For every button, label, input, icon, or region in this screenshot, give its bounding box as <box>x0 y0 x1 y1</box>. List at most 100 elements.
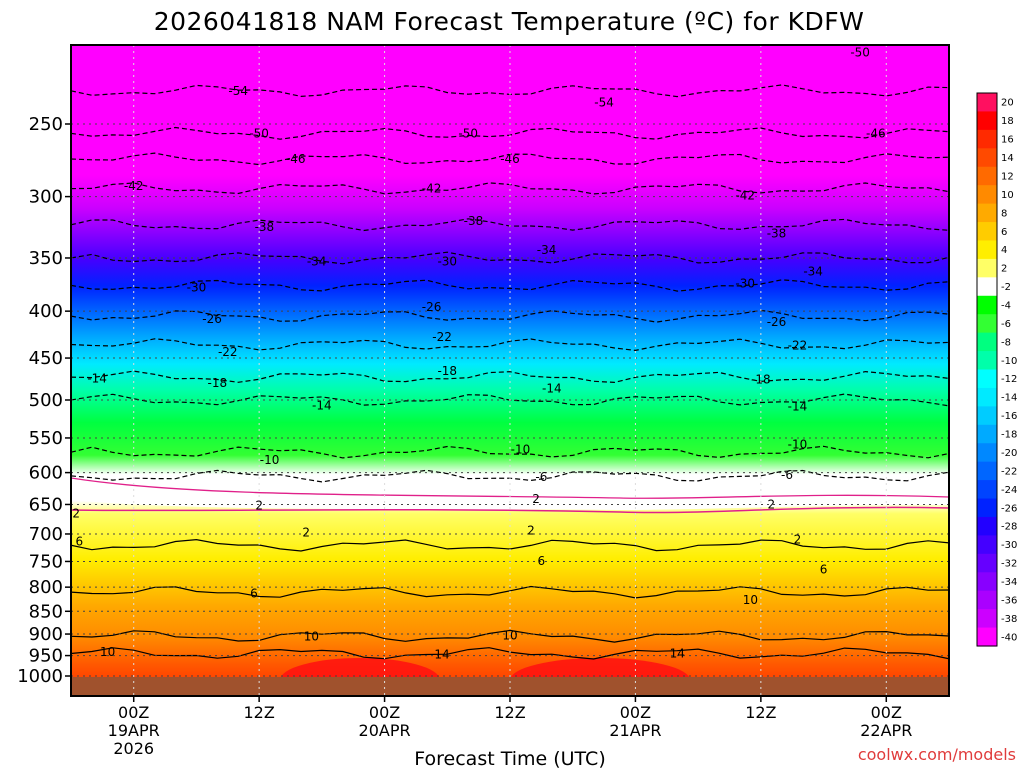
contour-label: -10 <box>511 442 531 456</box>
y-tick-label: 250 <box>29 114 63 135</box>
colorbar-label: 14 <box>1001 153 1014 164</box>
isotherm-line <box>71 585 949 599</box>
contour-label: -34 <box>537 243 557 257</box>
y-tick-label: 600 <box>29 463 63 484</box>
contour-label: -22 <box>218 345 238 359</box>
y-tick-label: 950 <box>29 646 63 667</box>
y-tick-label: 450 <box>29 348 63 369</box>
contour-label: -14 <box>542 382 562 396</box>
contour-label: -22 <box>788 338 808 352</box>
plot-area: -50 -54 -54 -50 -50 -46 -46 -46 -42 -42 -42 -38 -38 -… <box>71 45 949 696</box>
contour-label: -30 <box>735 276 755 290</box>
contour-label: -50 <box>458 126 478 140</box>
contour-label: -54 <box>594 96 614 110</box>
contour-label: -6 <box>535 470 547 484</box>
colorbar-swatch <box>977 93 997 113</box>
contour-label: 6 <box>76 534 84 548</box>
freezing-band <box>71 485 949 510</box>
colorbar-label: -18 <box>1001 430 1017 441</box>
contour-label: -14 <box>312 399 332 413</box>
y-tick-label: 300 <box>29 187 63 208</box>
contour-label: -42 <box>422 182 442 196</box>
x-tick-label: 12Z <box>243 703 274 722</box>
colorbar-swatch <box>977 516 997 536</box>
y-tick-label: 500 <box>29 390 63 411</box>
y-tick-label: 700 <box>29 524 63 545</box>
contour-label: -34 <box>307 254 327 268</box>
contour-label: -18 <box>751 373 771 387</box>
contour-label: -38 <box>464 214 484 228</box>
contour-label: -50 <box>249 126 269 140</box>
contour-label: -26 <box>422 300 442 314</box>
contour-label: -26 <box>767 315 787 329</box>
isotherm-line <box>71 309 949 323</box>
x-tick-label: 12Z <box>745 703 776 722</box>
x-tick-label: 00Z <box>620 703 651 722</box>
contour-label: 2 <box>767 497 775 511</box>
contour-label: -46 <box>286 152 306 166</box>
colorbar-swatch <box>977 240 997 260</box>
colorbar-label: 4 <box>1001 245 1007 256</box>
credit-text: coolwx.com/models <box>858 745 1016 764</box>
contour-labels: -50 -54 -54 -50 -50 -46 -46 -46 -42 -42 -42 -38 -38 -… <box>72 46 885 662</box>
colorbar-label: -22 <box>1001 466 1017 477</box>
contour-label: 2 <box>794 533 802 547</box>
y-tick-label: 550 <box>29 428 63 449</box>
colorbar-swatch <box>977 480 997 500</box>
x-tick-label: 22APR <box>860 721 912 740</box>
y-axis: 2503003504004505005506006507007508008509… <box>17 114 71 687</box>
colorbar-label: -30 <box>1001 540 1017 551</box>
colorbar-swatch <box>977 424 997 444</box>
contour-label: -18 <box>437 364 457 378</box>
zero-degree-line <box>71 506 949 514</box>
isotherm-line <box>71 338 949 352</box>
contour-label: -30 <box>187 281 207 295</box>
isotherm-line <box>71 629 949 643</box>
colorbar-swatch <box>977 443 997 463</box>
colorbar-swatch <box>977 369 997 389</box>
contour-label: -42 <box>124 179 144 193</box>
contour-label: 2 <box>255 499 263 513</box>
contour-label: 6 <box>538 554 546 568</box>
contour-label: 2 <box>302 525 310 539</box>
colorbar-label: -28 <box>1001 522 1017 533</box>
colorbar-label: 16 <box>1001 135 1014 146</box>
colorbar-swatch <box>977 535 997 555</box>
isotherm-line <box>71 251 949 265</box>
x-axis-label: Forecast Time (UTC) <box>414 748 605 768</box>
colorbar-label: -38 <box>1001 614 1017 625</box>
colorbar-swatch <box>977 222 997 242</box>
contour-label: -54 <box>228 84 248 98</box>
colorbar-swatch <box>977 129 997 149</box>
colorbar-swatch <box>977 609 997 629</box>
contour-label: 6 <box>250 587 258 601</box>
colorbar-swatch <box>977 166 997 186</box>
x-tick-label: 00Z <box>369 703 400 722</box>
colorbar-label: -32 <box>1001 559 1017 570</box>
colorbar-swatch <box>977 203 997 223</box>
colorbar-label: -40 <box>1001 632 1017 643</box>
y-tick-label: 800 <box>29 577 63 598</box>
contour-label: -30 <box>437 254 457 268</box>
contour-label: -34 <box>803 264 823 278</box>
y-tick-label: 850 <box>29 601 63 622</box>
colorbar-label: 12 <box>1001 171 1014 182</box>
isotherm-line <box>71 370 949 384</box>
contour-label: 14 <box>434 648 449 662</box>
contour-label: -6 <box>781 468 793 482</box>
x-tick-label: 00Z <box>871 703 902 722</box>
colorbar-swatch <box>977 148 997 168</box>
colorbar-swatch <box>977 387 997 407</box>
x-tick-label: 21APR <box>609 721 661 740</box>
contour-label: -18 <box>208 376 228 390</box>
contour-label: 10 <box>304 630 319 644</box>
x-tick-label: 19APR <box>108 721 160 740</box>
colorbar-label: -4 <box>1001 300 1011 311</box>
colorbar-swatch <box>977 498 997 518</box>
y-tick-label: 350 <box>29 248 63 269</box>
colorbar-label: -26 <box>1001 503 1017 514</box>
colorbar-label: -24 <box>1001 485 1017 496</box>
colorbar-swatch <box>977 295 997 315</box>
terrain-ground <box>71 677 949 696</box>
y-tick-label: 1000 <box>17 666 63 687</box>
